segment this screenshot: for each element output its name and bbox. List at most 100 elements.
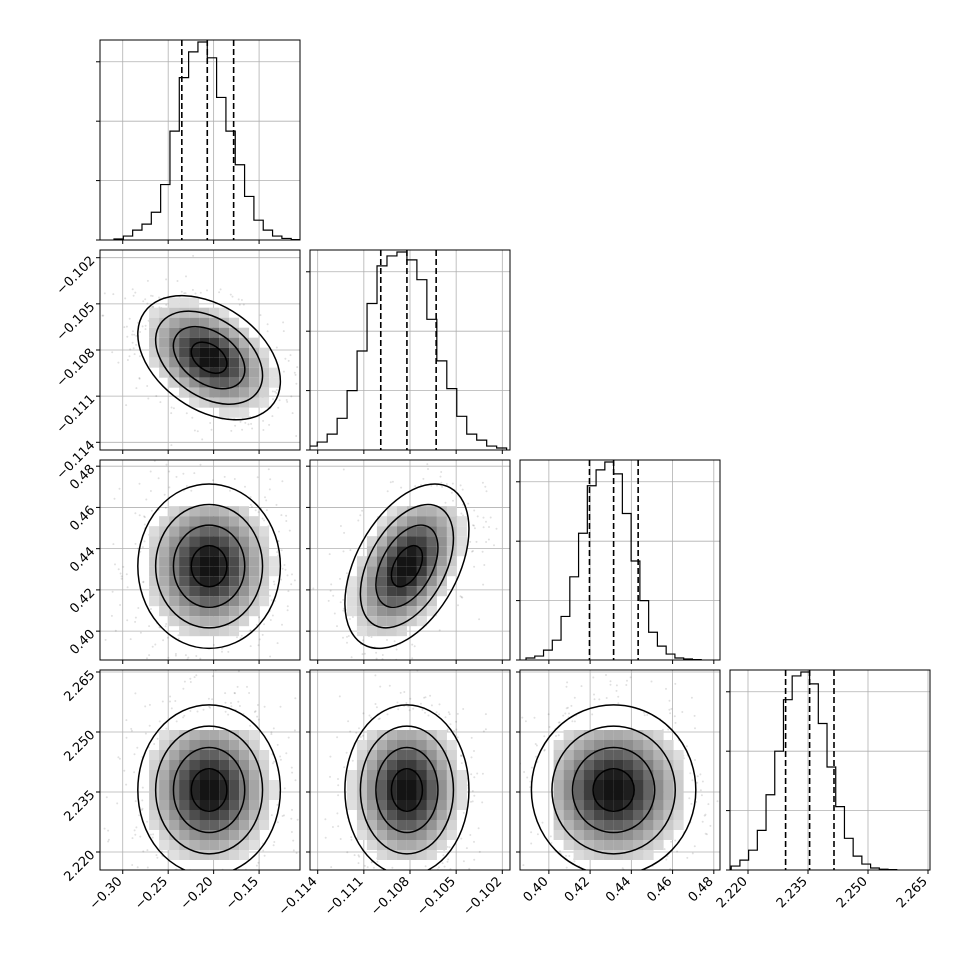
scatter-point bbox=[411, 657, 414, 660]
scatter-point bbox=[515, 776, 517, 778]
density-cell bbox=[249, 760, 260, 770]
density-cell bbox=[259, 367, 270, 378]
scatter-point bbox=[513, 818, 515, 820]
density-cell bbox=[239, 730, 250, 740]
scatter-point bbox=[211, 698, 214, 701]
density-cell bbox=[613, 840, 624, 850]
density-cell bbox=[426, 546, 437, 557]
density-cell bbox=[593, 830, 604, 840]
density-cell bbox=[179, 536, 190, 547]
density-cell bbox=[436, 526, 447, 537]
density-cell bbox=[149, 546, 160, 557]
scatter-point bbox=[411, 643, 414, 646]
scatter-point bbox=[219, 896, 221, 898]
scatter-point bbox=[240, 634, 243, 637]
density-cell bbox=[179, 740, 190, 750]
scatter-point bbox=[418, 874, 420, 876]
scatter-point bbox=[290, 817, 293, 820]
scatter-point bbox=[485, 520, 487, 523]
density-cell bbox=[239, 576, 250, 587]
scatter-point bbox=[665, 858, 668, 861]
density-cell bbox=[269, 790, 280, 800]
scatter-point bbox=[194, 292, 197, 295]
scatter-point bbox=[165, 623, 168, 625]
density-cell bbox=[376, 526, 387, 537]
scatter-point bbox=[168, 470, 171, 473]
scatter-point bbox=[293, 371, 296, 374]
density-cell bbox=[553, 780, 564, 790]
density-cell bbox=[593, 730, 604, 740]
scatter-point bbox=[273, 841, 276, 843]
scatter-point bbox=[189, 677, 192, 680]
density-cell bbox=[219, 367, 230, 378]
density-cell bbox=[189, 546, 200, 557]
scatter-point bbox=[471, 790, 474, 792]
density-cell bbox=[573, 840, 584, 850]
density-cell bbox=[406, 830, 417, 840]
density-cell bbox=[239, 820, 250, 830]
density-cell bbox=[416, 820, 427, 830]
scatter-point bbox=[152, 305, 155, 308]
density-cell bbox=[653, 820, 664, 830]
density-cell bbox=[356, 616, 367, 627]
scatter-point bbox=[275, 392, 278, 394]
density-cell bbox=[673, 790, 684, 800]
scatter-point bbox=[485, 541, 488, 543]
scatter-point bbox=[460, 754, 462, 757]
density-cell bbox=[159, 516, 170, 527]
scatter-point bbox=[131, 341, 134, 344]
density-cell bbox=[219, 810, 230, 820]
density-cell bbox=[239, 740, 250, 750]
density-cell bbox=[436, 800, 447, 810]
scatter-point bbox=[201, 438, 204, 441]
x-tick-label: −0.105 bbox=[414, 874, 459, 919]
scatter-point bbox=[342, 609, 345, 612]
density-cell bbox=[426, 820, 437, 830]
scatter-point bbox=[287, 590, 290, 593]
panel-frame bbox=[309, 459, 511, 661]
density-cell bbox=[239, 506, 250, 517]
scatter-point bbox=[239, 637, 242, 640]
scatter-point bbox=[185, 412, 188, 415]
scatter-point bbox=[685, 745, 688, 748]
scatter-point bbox=[370, 676, 372, 678]
density-cell bbox=[179, 556, 190, 567]
scatter-point bbox=[289, 354, 292, 357]
contour-level-3 bbox=[359, 725, 455, 855]
density-cell bbox=[239, 800, 250, 810]
scatter-point bbox=[146, 385, 149, 387]
density-cell bbox=[446, 790, 457, 800]
scatter-point bbox=[391, 880, 393, 882]
scatter-point bbox=[272, 762, 274, 765]
scatter-point bbox=[473, 750, 475, 752]
scatter-point bbox=[615, 684, 618, 687]
density-cell bbox=[249, 770, 260, 780]
density-cell bbox=[209, 377, 220, 388]
scatter-point bbox=[543, 748, 546, 751]
density-cell bbox=[563, 770, 574, 780]
scatter-point bbox=[183, 292, 186, 295]
scatter-point bbox=[483, 564, 486, 566]
density-cell bbox=[229, 556, 240, 567]
scatter-point bbox=[249, 724, 251, 727]
density-cell bbox=[643, 830, 654, 840]
scatter-point bbox=[485, 490, 488, 493]
density-cell bbox=[219, 750, 230, 760]
scatter-point bbox=[276, 642, 279, 645]
density-cell bbox=[406, 790, 417, 800]
density-cell bbox=[613, 790, 624, 800]
scatter-point bbox=[264, 496, 266, 499]
density-cell bbox=[269, 367, 280, 378]
density-cell bbox=[219, 516, 230, 527]
density-cell bbox=[396, 750, 407, 760]
scatter-point bbox=[292, 839, 295, 842]
density-cell bbox=[366, 800, 377, 810]
scatter-point bbox=[336, 736, 339, 739]
density-cell bbox=[249, 576, 260, 587]
density-cell bbox=[643, 850, 654, 860]
contour-level-1 bbox=[190, 544, 228, 588]
scatter-point bbox=[219, 288, 222, 291]
scatter-point bbox=[403, 691, 406, 693]
density-cell bbox=[623, 810, 634, 820]
scatter-point bbox=[342, 468, 345, 471]
